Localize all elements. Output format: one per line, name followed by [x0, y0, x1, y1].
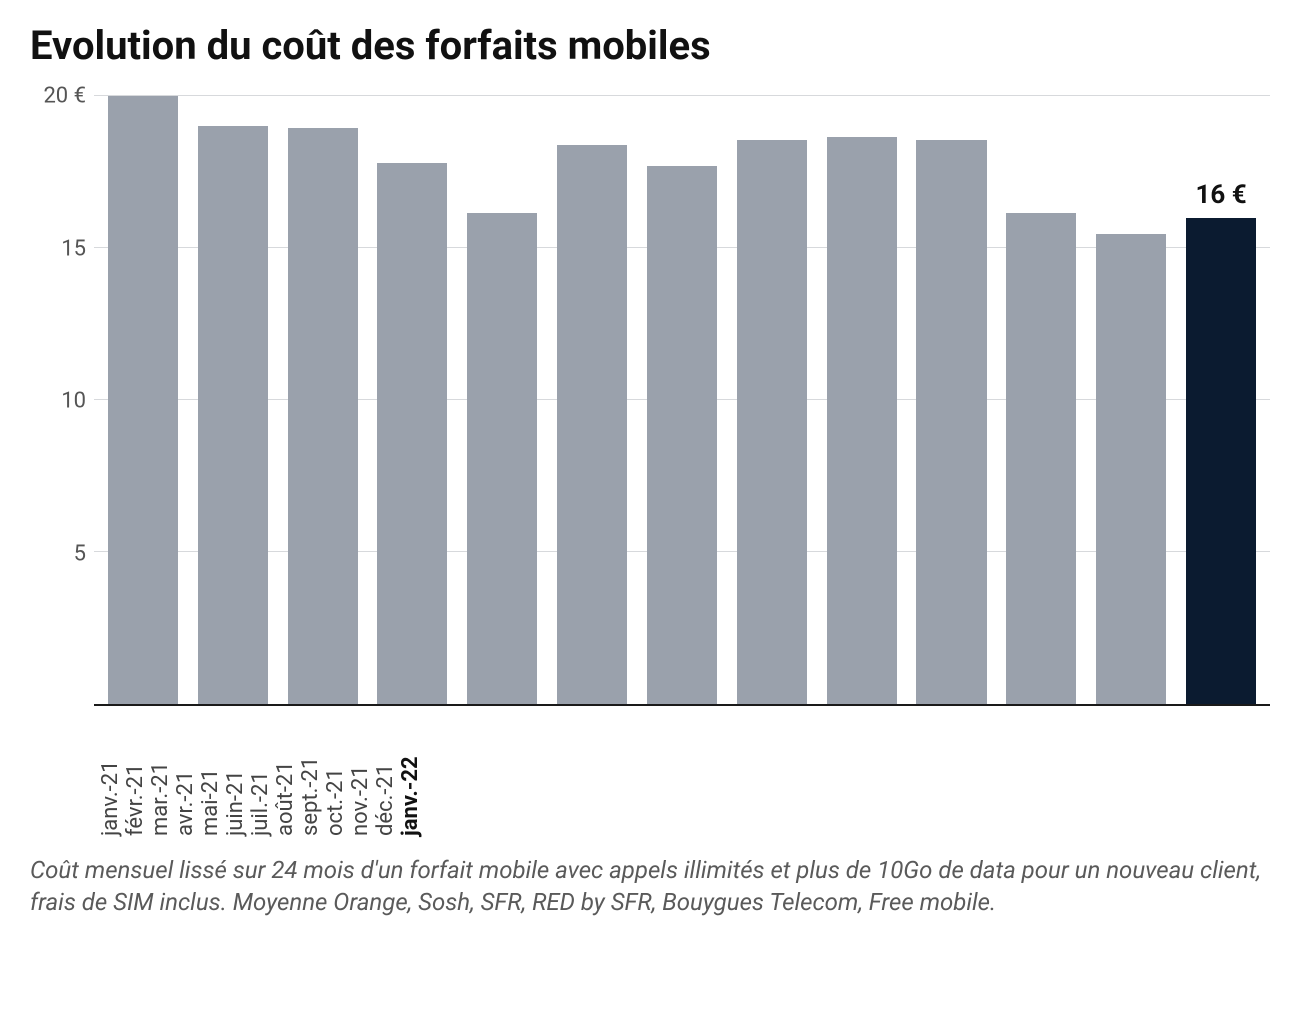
y-axis: 5101520 €	[30, 96, 94, 706]
bar-slot	[368, 96, 458, 704]
y-tick-label: 20 €	[43, 84, 86, 109]
x-axis: janv.-21févr.-21mar.-21avr.-21mai-21juin…	[94, 706, 427, 846]
bar-slot	[547, 96, 637, 704]
x-tick-label: nov.-21	[348, 706, 373, 846]
chart-caption: Coût mensuel lissé sur 24 mois d'un forf…	[30, 854, 1270, 919]
bar-slot	[457, 96, 547, 704]
bar	[377, 163, 447, 704]
bar	[108, 96, 178, 704]
bar	[827, 137, 897, 704]
bar	[916, 140, 986, 704]
x-tick: nov.-21	[348, 706, 373, 846]
bar-value-label: 16 €	[1195, 180, 1246, 210]
bar	[737, 140, 807, 704]
bar	[198, 126, 268, 704]
x-tick: janv.-21	[98, 706, 123, 846]
x-tick-label: juil.-21	[248, 706, 273, 846]
x-tick-label: oct.-21	[323, 706, 348, 846]
bar-chart: 5101520 € 16 € janv.-21févr.-21mar.-21av…	[30, 96, 1270, 846]
x-tick-label: janv.-22	[398, 706, 423, 846]
bar-slot	[1086, 96, 1176, 704]
bar-slot	[188, 96, 278, 704]
x-tick: déc.-21	[373, 706, 398, 846]
x-tick: mar.-21	[148, 706, 173, 846]
bar	[557, 145, 627, 704]
bar-slot	[98, 96, 188, 704]
x-tick-label: janv.-21	[98, 706, 123, 846]
x-tick: avr.-21	[173, 706, 198, 846]
x-tick: janv.-22	[398, 706, 423, 846]
x-tick: août-21	[273, 706, 298, 846]
x-tick: mai-21	[198, 706, 223, 846]
x-tick-label: avr.-21	[173, 706, 198, 846]
bar	[1186, 218, 1256, 704]
bar-slot: 16 €	[1176, 96, 1266, 704]
x-tick-label: mar.-21	[148, 706, 173, 846]
x-tick: oct.-21	[323, 706, 348, 846]
x-tick: févr.-21	[123, 706, 148, 846]
y-axis-spacer	[30, 706, 94, 846]
bar	[467, 213, 537, 704]
x-tick-label: déc.-21	[373, 706, 398, 846]
bar	[647, 166, 717, 704]
bar	[288, 128, 358, 704]
x-tick-label: sept.-21	[298, 706, 323, 846]
y-tick-label: 5	[74, 541, 86, 566]
bar-slot	[278, 96, 368, 704]
plot-area: 16 €	[94, 96, 1270, 706]
bar-slot	[727, 96, 817, 704]
x-tick: juin-21	[223, 706, 248, 846]
y-tick-label: 10	[61, 389, 86, 414]
x-tick-label: mai-21	[198, 706, 223, 846]
x-tick: sept.-21	[298, 706, 323, 846]
bar	[1096, 234, 1166, 704]
x-tick: juil.-21	[248, 706, 273, 846]
x-tick-label: juin-21	[223, 706, 248, 846]
bar-slot	[817, 96, 907, 704]
bar	[1006, 213, 1076, 704]
y-tick-label: 15	[61, 236, 86, 261]
x-tick-label: févr.-21	[123, 706, 148, 846]
bar-slot	[996, 96, 1086, 704]
bar-slot	[637, 96, 727, 704]
chart-title: Evolution du coût des forfaits mobiles	[30, 24, 1270, 68]
x-tick-label: août-21	[273, 706, 298, 846]
bar-slot	[907, 96, 997, 704]
